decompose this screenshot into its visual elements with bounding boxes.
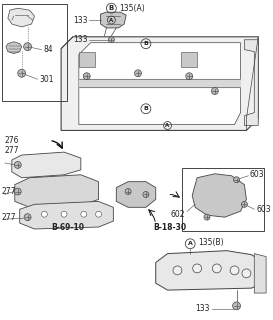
Circle shape: [24, 43, 32, 51]
Polygon shape: [192, 174, 247, 217]
Text: B: B: [143, 106, 148, 111]
Text: 277: 277: [5, 146, 19, 155]
Circle shape: [135, 70, 141, 77]
Text: B: B: [143, 41, 148, 46]
Text: 133: 133: [73, 16, 87, 25]
Text: 603: 603: [256, 205, 271, 214]
Circle shape: [125, 188, 131, 195]
Circle shape: [14, 162, 21, 168]
Bar: [182, 168, 264, 231]
Text: 277: 277: [2, 187, 16, 196]
Bar: [2, 4, 67, 101]
Polygon shape: [12, 152, 81, 178]
Circle shape: [41, 211, 47, 217]
Circle shape: [108, 37, 114, 43]
Text: 603: 603: [249, 170, 264, 179]
Circle shape: [96, 211, 102, 217]
Text: A: A: [109, 18, 114, 22]
Circle shape: [83, 73, 90, 80]
Polygon shape: [181, 52, 197, 67]
Circle shape: [242, 269, 251, 278]
Polygon shape: [79, 79, 241, 87]
Circle shape: [212, 264, 221, 273]
Text: A: A: [188, 241, 193, 246]
Text: B-18-30: B-18-30: [153, 222, 186, 232]
Text: B-69-10: B-69-10: [51, 222, 84, 232]
Circle shape: [14, 188, 21, 195]
Polygon shape: [20, 201, 113, 229]
Circle shape: [24, 214, 31, 220]
Text: A: A: [165, 123, 170, 128]
Text: 133: 133: [73, 35, 87, 44]
Circle shape: [186, 73, 193, 80]
Text: 84: 84: [43, 45, 53, 54]
Text: 602: 602: [171, 210, 185, 219]
Polygon shape: [15, 175, 99, 207]
Circle shape: [61, 211, 67, 217]
Polygon shape: [8, 8, 34, 27]
Text: 276: 276: [5, 136, 19, 145]
Text: B: B: [109, 5, 114, 11]
Polygon shape: [79, 52, 95, 67]
Circle shape: [230, 266, 239, 275]
Circle shape: [193, 264, 201, 273]
Polygon shape: [116, 182, 156, 207]
Circle shape: [234, 177, 239, 183]
Circle shape: [18, 69, 26, 77]
Circle shape: [204, 214, 210, 220]
Polygon shape: [244, 40, 258, 125]
Circle shape: [143, 192, 149, 197]
Polygon shape: [79, 43, 241, 124]
Text: 135(A): 135(A): [119, 4, 145, 13]
Polygon shape: [156, 251, 264, 290]
Polygon shape: [6, 42, 22, 53]
Circle shape: [211, 88, 218, 94]
Text: 133: 133: [195, 304, 210, 313]
Text: 301: 301: [39, 75, 54, 84]
Polygon shape: [100, 12, 126, 28]
Circle shape: [233, 302, 241, 310]
Text: 135(B): 135(B): [198, 238, 224, 247]
Polygon shape: [254, 254, 266, 293]
Text: 277: 277: [2, 213, 16, 222]
Circle shape: [81, 211, 87, 217]
Circle shape: [242, 201, 247, 207]
Circle shape: [173, 266, 182, 275]
Polygon shape: [61, 37, 258, 131]
